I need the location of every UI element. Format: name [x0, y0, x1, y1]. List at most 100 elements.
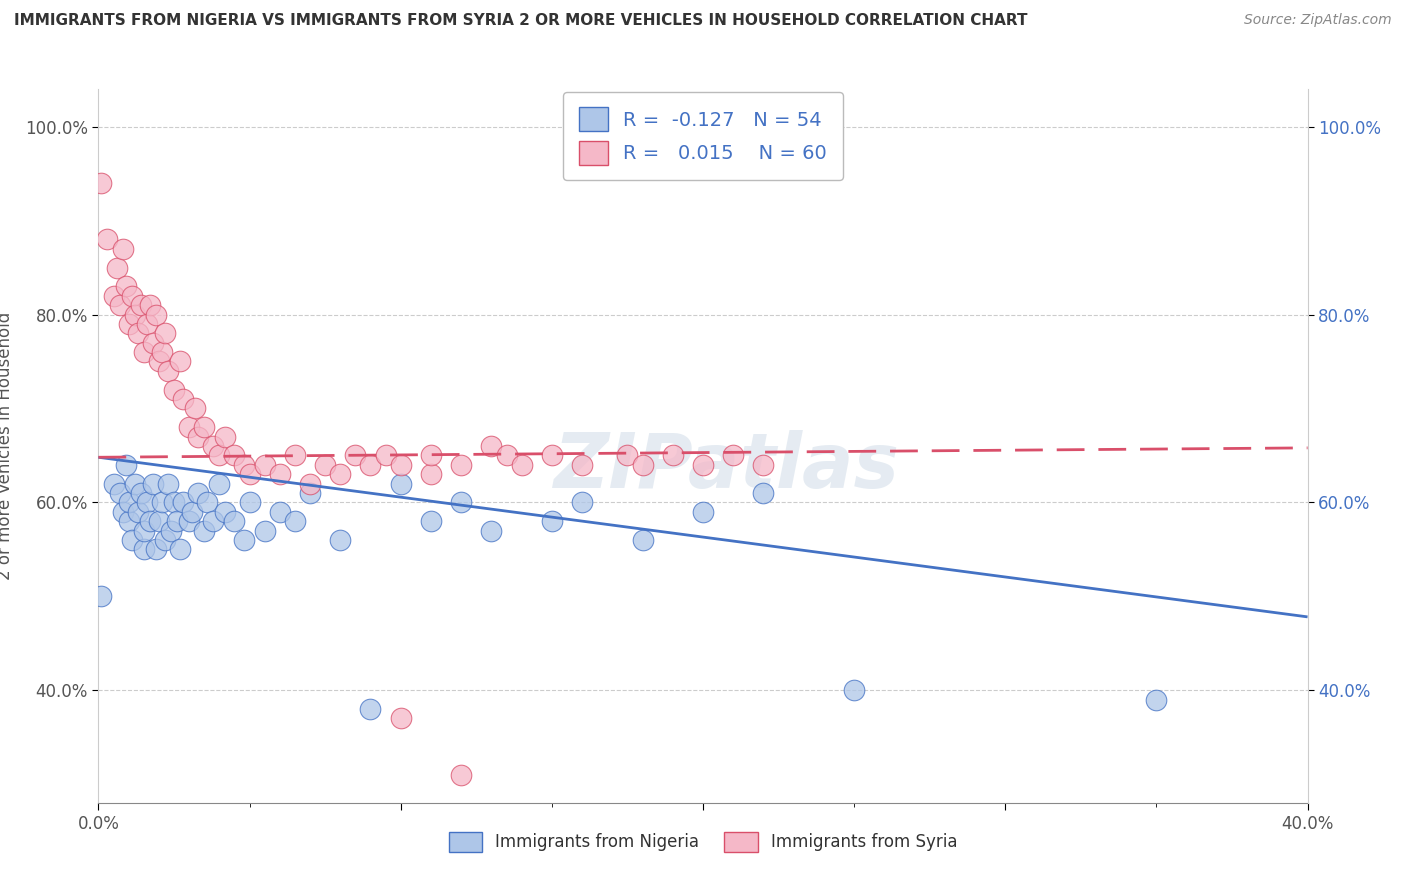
Point — [495, 449, 517, 463]
Point — [389, 458, 412, 472]
Point — [193, 420, 215, 434]
Point — [374, 449, 396, 463]
Point — [631, 458, 654, 472]
Point — [214, 505, 236, 519]
Point — [135, 317, 157, 331]
Point — [179, 420, 201, 434]
Point — [105, 260, 128, 275]
Point — [96, 232, 118, 246]
Point — [510, 458, 533, 472]
Point — [450, 495, 472, 509]
Point — [631, 533, 654, 547]
Point — [208, 476, 231, 491]
Point — [208, 449, 231, 463]
Point — [269, 467, 291, 482]
Text: IMMIGRANTS FROM NIGERIA VS IMMIGRANTS FROM SYRIA 2 OR MORE VEHICLES IN HOUSEHOLD: IMMIGRANTS FROM NIGERIA VS IMMIGRANTS FR… — [14, 13, 1028, 29]
Point — [299, 486, 322, 500]
Point — [269, 505, 291, 519]
Point — [360, 702, 382, 716]
Point — [127, 326, 149, 341]
Point — [389, 711, 412, 725]
Point — [187, 429, 209, 443]
Point — [344, 449, 367, 463]
Point — [571, 458, 593, 472]
Point — [153, 326, 176, 341]
Point — [314, 458, 336, 472]
Point — [616, 449, 638, 463]
Point — [90, 589, 112, 603]
Point — [163, 495, 186, 509]
Point — [661, 449, 683, 463]
Point — [232, 533, 254, 547]
Point — [253, 524, 276, 538]
Point — [193, 524, 215, 538]
Point — [179, 514, 201, 528]
Point — [160, 524, 183, 538]
Point — [181, 505, 204, 519]
Point — [118, 514, 141, 528]
Point — [163, 383, 186, 397]
Point — [129, 486, 152, 500]
Point — [166, 514, 188, 528]
Point — [121, 533, 143, 547]
Point — [299, 476, 322, 491]
Point — [232, 458, 254, 472]
Point — [135, 495, 157, 509]
Point — [142, 335, 165, 350]
Point — [172, 495, 194, 509]
Point — [108, 486, 131, 500]
Point — [284, 514, 307, 528]
Point — [202, 514, 225, 528]
Point — [1144, 692, 1167, 706]
Point — [481, 524, 503, 538]
Point — [103, 476, 125, 491]
Point — [150, 345, 173, 359]
Point — [90, 176, 112, 190]
Y-axis label: 2 or more Vehicles in Household: 2 or more Vehicles in Household — [0, 312, 14, 580]
Point — [450, 767, 472, 781]
Point — [450, 458, 472, 472]
Point — [150, 495, 173, 509]
Point — [148, 514, 170, 528]
Point — [139, 298, 162, 312]
Point — [420, 449, 443, 463]
Point — [329, 533, 352, 547]
Point — [752, 458, 775, 472]
Point — [844, 683, 866, 698]
Point — [114, 458, 136, 472]
Point — [129, 298, 152, 312]
Point — [139, 514, 162, 528]
Point — [132, 542, 155, 557]
Point — [156, 364, 179, 378]
Text: Source: ZipAtlas.com: Source: ZipAtlas.com — [1244, 13, 1392, 28]
Point — [142, 476, 165, 491]
Point — [153, 533, 176, 547]
Point — [540, 449, 562, 463]
Point — [118, 317, 141, 331]
Point — [202, 439, 225, 453]
Point — [111, 242, 134, 256]
Point — [184, 401, 207, 416]
Point — [224, 514, 246, 528]
Legend: Immigrants from Nigeria, Immigrants from Syria: Immigrants from Nigeria, Immigrants from… — [441, 825, 965, 859]
Point — [111, 505, 134, 519]
Point — [121, 289, 143, 303]
Point — [253, 458, 276, 472]
Point — [145, 542, 167, 557]
Point — [329, 467, 352, 482]
Point — [571, 495, 593, 509]
Point — [108, 298, 131, 312]
Point — [127, 505, 149, 519]
Point — [169, 542, 191, 557]
Point — [239, 467, 262, 482]
Point — [214, 429, 236, 443]
Point — [124, 476, 146, 491]
Point — [172, 392, 194, 406]
Point — [187, 486, 209, 500]
Point — [148, 354, 170, 368]
Text: ZIPatlas: ZIPatlas — [554, 431, 900, 504]
Point — [540, 514, 562, 528]
Point — [481, 439, 503, 453]
Point — [124, 308, 146, 322]
Point — [145, 308, 167, 322]
